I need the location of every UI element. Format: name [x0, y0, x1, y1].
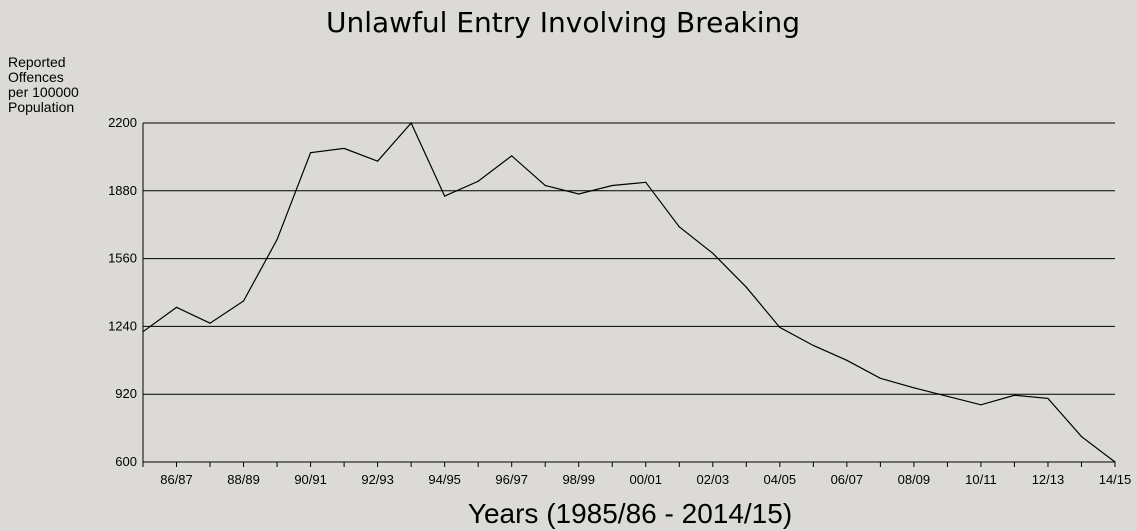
- x-tick-label: 14/15: [1099, 472, 1132, 487]
- data-point: [980, 404, 982, 406]
- x-tick-label: 90/91: [294, 472, 327, 487]
- data-point: [678, 226, 680, 228]
- data-point: [712, 252, 714, 254]
- y-axis-label-line-4: Population: [8, 99, 74, 115]
- series-line: [142, 121, 1116, 463]
- data-point: [544, 184, 546, 187]
- y-tick-label: 920: [115, 386, 137, 401]
- y-tick-label: 1560: [108, 251, 137, 266]
- data-point: [1013, 394, 1016, 396]
- data-point: [645, 181, 647, 183]
- y-axis-label-line-1: Reported: [8, 54, 66, 70]
- series: [142, 121, 1116, 463]
- data-point: [745, 286, 747, 288]
- data-point: [1080, 435, 1083, 438]
- data-point: [343, 147, 345, 150]
- data-point: [309, 152, 312, 154]
- y-tick-labels: 600 920 1240 1560 1880 2200: [108, 115, 137, 469]
- x-tick-label: 10/11: [965, 472, 997, 487]
- x-tick-label: 86/87: [160, 472, 193, 487]
- data-point: [477, 180, 479, 182]
- data-point: [175, 306, 178, 308]
- data-point: [913, 387, 915, 389]
- y-tick-label: 600: [115, 454, 137, 469]
- data-point: [444, 195, 446, 197]
- data-point: [946, 395, 949, 397]
- y-tick-label: 1880: [108, 183, 137, 198]
- x-tick-label: 92/93: [361, 472, 394, 487]
- y-tick-label: 1240: [108, 318, 137, 333]
- data-point: [1114, 461, 1116, 463]
- data-point: [1047, 397, 1049, 400]
- x-tick-label: 12/13: [1032, 472, 1065, 487]
- x-tick-label: 96/97: [495, 472, 528, 487]
- x-tick-label: 06/07: [831, 472, 864, 487]
- x-tick-marks: 86/87 88/89 90/91 92/93 94/95 96/97 98/99 00/01…: [142, 462, 1132, 487]
- data-point: [879, 377, 881, 379]
- data-point: [276, 238, 278, 241]
- x-tick-label: 94/95: [428, 472, 461, 487]
- data-point: [846, 359, 848, 361]
- x-tick-label: 04/05: [764, 472, 797, 487]
- data-point: [377, 160, 379, 162]
- data-point: [779, 326, 781, 329]
- data-point: [812, 344, 814, 347]
- data-point: [578, 193, 580, 195]
- x-axis-label: Years (1985/86 - 2014/15): [468, 498, 792, 529]
- x-tick-label: 00/01: [629, 472, 662, 487]
- y-axis-label-line-2: Offences: [8, 69, 64, 85]
- x-tick-label: 88/89: [227, 472, 260, 487]
- data-point: [410, 122, 412, 124]
- x-tick-label: 98/99: [562, 472, 595, 487]
- data-point: [511, 155, 513, 157]
- y-tick-label: 2200: [108, 115, 137, 130]
- gridlines: [142, 122, 1115, 463]
- x-tick-label: 08/09: [898, 472, 931, 487]
- x-tick-label: 02/03: [697, 472, 730, 487]
- data-point: [142, 331, 144, 333]
- chart-title: Unlawful Entry Involving Breaking: [326, 6, 800, 39]
- data-point: [209, 322, 211, 324]
- data-point: [611, 184, 613, 187]
- y-axis-label-line-3: per 100000: [8, 84, 79, 100]
- data-point: [242, 300, 245, 302]
